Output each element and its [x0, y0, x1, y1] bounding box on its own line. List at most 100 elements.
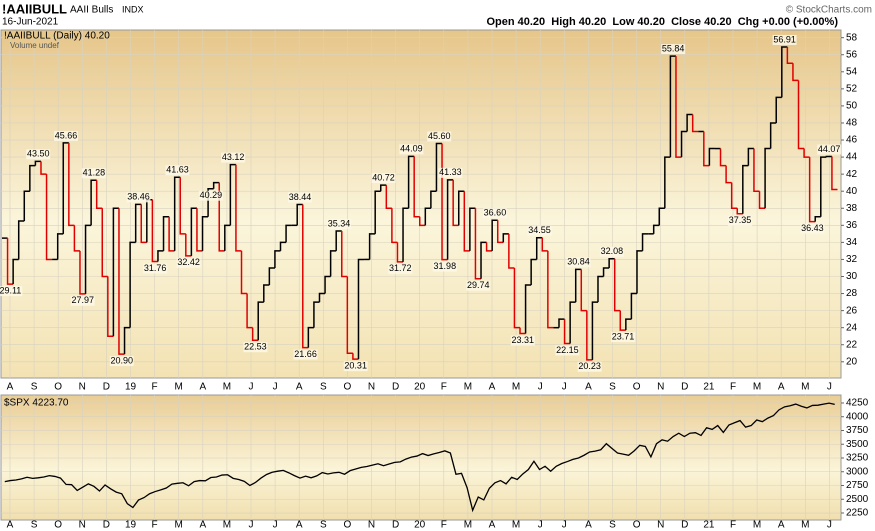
step: [207, 187, 214, 217]
step: [680, 130, 688, 158]
x-tick-label: A: [489, 520, 496, 531]
step: [123, 326, 131, 355]
x-tick-label: A: [585, 382, 592, 393]
step: [90, 179, 97, 226]
step: [23, 190, 30, 222]
step: [313, 301, 320, 328]
step: [396, 242, 404, 263]
value-label: 22.15: [556, 345, 579, 355]
y-tick-label: 4000: [846, 411, 869, 422]
step: [736, 208, 743, 215]
x-tick-label: D: [103, 520, 110, 531]
value-label-bg: [399, 144, 424, 155]
value-label: 20.23: [578, 361, 601, 371]
x-tick-label: N: [79, 520, 86, 531]
sublegend: Volume undef: [10, 41, 60, 50]
step: [352, 353, 359, 360]
step: [357, 258, 365, 360]
x-tick-label: M: [753, 520, 761, 531]
step: [825, 155, 832, 158]
step: [636, 250, 643, 294]
step: [112, 207, 119, 337]
value-label-bg: [26, 149, 51, 160]
step: [820, 156, 827, 217]
panel-2: [0, 394, 842, 521]
x-tick-label: F: [152, 520, 158, 531]
step: [257, 301, 264, 341]
step: [341, 230, 348, 278]
x-tick-label: M: [223, 382, 231, 393]
step: [12, 258, 19, 285]
y-tick-label: 38: [846, 203, 858, 214]
y-tick-label: 3250: [846, 453, 869, 464]
value-label: 41.33: [439, 167, 462, 177]
step: [95, 180, 103, 210]
x-tick-label: J: [249, 520, 254, 531]
step: [179, 177, 186, 235]
value-label: 21.66: [294, 349, 317, 359]
step: [508, 233, 515, 269]
x-tick-label: O: [344, 520, 352, 531]
value-label-bg: [287, 192, 312, 203]
x-tick-label: J: [249, 382, 254, 393]
step: [513, 267, 521, 329]
step: [374, 190, 381, 234]
y-tick-label: 2250: [846, 508, 869, 519]
step: [279, 241, 287, 251]
step: [769, 122, 777, 149]
value-label: 31.76: [144, 263, 167, 273]
step: [452, 179, 459, 227]
x-tick-label: A: [489, 382, 496, 393]
step: [407, 155, 415, 209]
step: [613, 258, 621, 312]
step: [368, 233, 376, 260]
step: [229, 163, 236, 226]
step: [162, 216, 170, 251]
value-label-bg: [371, 173, 396, 184]
x-tick-label: A: [778, 382, 785, 393]
step: [580, 269, 587, 312]
step: [803, 148, 810, 158]
y-tick-label: 3750: [846, 425, 869, 436]
x-tick-label: 20: [414, 382, 426, 393]
step: [402, 207, 409, 262]
y-tick-label: 56: [846, 49, 858, 60]
value-label: 23.71: [612, 332, 635, 342]
step: [758, 191, 766, 210]
value-label-bg: [577, 361, 602, 372]
x-tick-label: M: [175, 520, 183, 531]
step: [786, 46, 793, 65]
step: [652, 224, 660, 234]
x-tick-label: M: [753, 382, 761, 393]
step: [519, 327, 526, 335]
step: [246, 293, 253, 329]
step: [569, 301, 576, 344]
step: [463, 191, 470, 252]
step: [118, 208, 125, 355]
step: [602, 267, 610, 277]
step: [56, 233, 64, 260]
x-tick-label: S: [320, 520, 327, 531]
step: [485, 242, 493, 252]
x-tick-label: D: [681, 520, 688, 531]
value-label-bg: [438, 167, 463, 178]
y-tick-label: 26: [846, 305, 858, 316]
step: [391, 208, 398, 244]
step: [725, 165, 732, 184]
step: [675, 56, 682, 158]
x-tick-label: A: [778, 520, 785, 531]
x-tick-label: 20: [414, 520, 426, 531]
y-tick-label: 3000: [846, 466, 869, 477]
value-label-bg: [611, 332, 636, 343]
exchange: INDX: [122, 4, 144, 14]
x-tick-label: 21: [703, 520, 715, 531]
value-label-bg: [0, 286, 23, 297]
step: [441, 143, 448, 261]
step: [641, 233, 649, 251]
step: [730, 182, 738, 210]
value-label-bg: [293, 349, 318, 360]
value-label-bg: [728, 215, 753, 226]
value-label: 37.35: [729, 215, 752, 225]
x-tick-label: A: [7, 382, 14, 393]
step: [107, 276, 114, 337]
